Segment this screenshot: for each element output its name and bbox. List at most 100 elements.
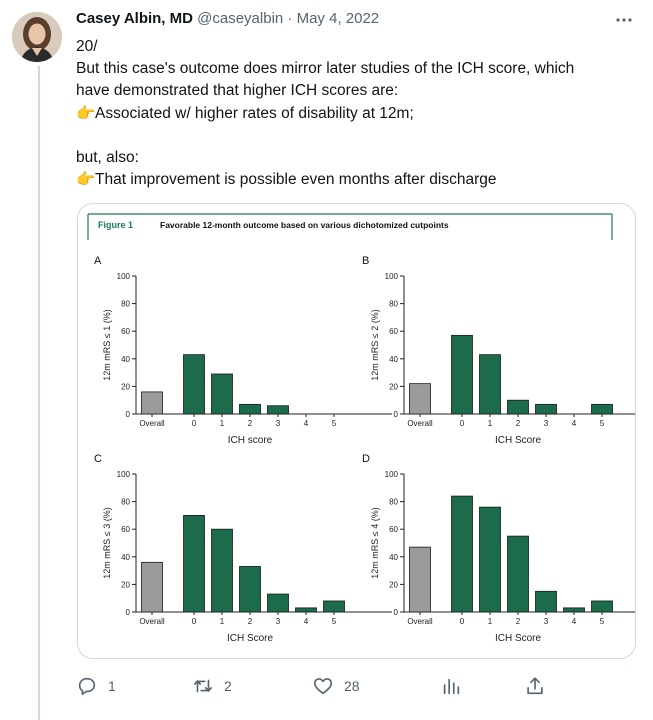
y-axis-label: 12m mRS ≤ 3 (%) (102, 507, 112, 578)
x-tick-label: Overall (407, 617, 433, 626)
y-axis-label: 12m mRS ≤ 1 (%) (102, 309, 112, 380)
y-tick-label: 0 (126, 608, 131, 617)
x-axis-label: ICH Score (495, 633, 542, 644)
tweet-line: but, also: (76, 148, 139, 166)
y-tick-label: 0 (394, 410, 399, 419)
panel-letter: C (94, 453, 102, 465)
x-tick-label: 0 (460, 419, 465, 428)
y-tick-label: 60 (389, 525, 398, 534)
figure-label: Figure 1 (98, 220, 133, 230)
x-tick-label: 1 (220, 617, 225, 626)
like-button[interactable]: 28 (312, 672, 360, 700)
panel-letter: B (362, 255, 369, 267)
share-icon (527, 677, 543, 695)
tweet-line-blank (76, 125, 636, 147)
bar (267, 593, 289, 613)
author-name[interactable]: Casey Albin, MD (76, 10, 193, 27)
y-tick-label: 100 (117, 272, 131, 281)
x-axis-label: ICH Score (227, 633, 274, 644)
retweet-button[interactable]: 2 (192, 672, 232, 700)
bar (507, 535, 529, 613)
y-tick-label: 20 (121, 580, 130, 589)
tweet-date[interactable]: May 4, 2022 (296, 10, 380, 27)
panel-letter: A (94, 255, 102, 267)
action-bar: 1 2 28 (76, 672, 636, 700)
y-tick-label: 100 (385, 272, 399, 281)
y-tick-label: 60 (121, 525, 130, 534)
x-tick-label: 0 (460, 617, 465, 626)
y-tick-label: 80 (389, 498, 398, 507)
y-tick-label: 40 (389, 355, 398, 364)
tweet-line-text: That improvement is possible even months… (95, 171, 497, 189)
views-button[interactable] (440, 672, 462, 700)
y-tick-label: 100 (385, 470, 399, 479)
y-tick-label: 20 (389, 382, 398, 391)
bar (409, 546, 431, 613)
y-tick-label: 80 (121, 498, 130, 507)
bar (535, 403, 557, 415)
like-count: 28 (344, 678, 360, 694)
y-tick-label: 20 (389, 580, 398, 589)
figure-svg: Figure 1 Favorable 12-month outcome base… (87, 213, 635, 644)
bar (451, 334, 473, 415)
bar (239, 566, 261, 613)
tweet-text: 20/ But this case's outcome does mirror … (76, 36, 636, 191)
x-tick-label: 3 (544, 419, 549, 428)
bar (591, 403, 613, 415)
tweet-line: But this case's outcome does mirror late… (76, 60, 575, 78)
bar (409, 383, 431, 415)
x-tick-label: 1 (220, 419, 225, 428)
y-tick-label: 0 (126, 410, 131, 419)
header-separator: · (287, 10, 293, 27)
author-handle[interactable]: @caseyalbin (197, 10, 284, 27)
x-axis-label: ICH score (228, 435, 273, 446)
bar (479, 354, 501, 415)
bar (211, 528, 233, 613)
bar (183, 354, 205, 415)
retweet-count: 2 (224, 678, 232, 694)
y-tick-label: 80 (389, 300, 398, 309)
tweet-line: have demonstrated that higher ICH scores… (76, 82, 399, 100)
more-button[interactable] (612, 10, 636, 30)
x-tick-label: 3 (544, 617, 549, 626)
y-tick-label: 40 (121, 553, 130, 562)
finger-point-icon: 👉 (76, 171, 96, 189)
like-icon (313, 678, 333, 695)
x-tick-label: 5 (600, 617, 605, 626)
share-button[interactable] (524, 672, 546, 700)
x-tick-label: 4 (304, 617, 309, 626)
reply-button[interactable]: 1 (76, 672, 116, 700)
y-axis-label: 12m mRS ≤ 4 (%) (370, 507, 380, 578)
bar (591, 600, 613, 613)
bar (183, 514, 205, 613)
x-tick-label: 0 (192, 617, 197, 626)
media-image[interactable]: Figure 1 Favorable 12-month outcome base… (77, 203, 636, 659)
x-tick-label: Overall (139, 419, 165, 428)
bar (563, 607, 585, 613)
x-tick-label: 4 (304, 419, 309, 428)
bar (295, 607, 317, 613)
x-tick-label: 4 (572, 617, 577, 626)
tweet-header: Casey Albin, MD @caseyalbin · May 4, 202… (76, 10, 379, 27)
tweet-line: 20/ (76, 38, 98, 55)
x-tick-label: Overall (139, 617, 165, 626)
bar (535, 590, 557, 613)
x-axis-label: ICH Score (495, 435, 542, 446)
x-tick-label: 1 (488, 617, 493, 626)
bar (211, 373, 233, 415)
retweet-icon (193, 679, 213, 693)
x-tick-label: 0 (192, 419, 197, 428)
y-tick-label: 100 (117, 470, 131, 479)
x-tick-label: 5 (600, 419, 605, 428)
views-icon (443, 678, 460, 695)
bar (323, 600, 345, 613)
avatar[interactable] (12, 12, 62, 62)
y-tick-label: 60 (389, 327, 398, 336)
x-tick-label: 1 (488, 419, 493, 428)
y-tick-label: 40 (389, 553, 398, 562)
bar (479, 506, 501, 613)
x-tick-label: 2 (248, 419, 253, 428)
reply-icon (78, 677, 96, 696)
more-icon (616, 18, 632, 22)
bar (507, 399, 529, 415)
